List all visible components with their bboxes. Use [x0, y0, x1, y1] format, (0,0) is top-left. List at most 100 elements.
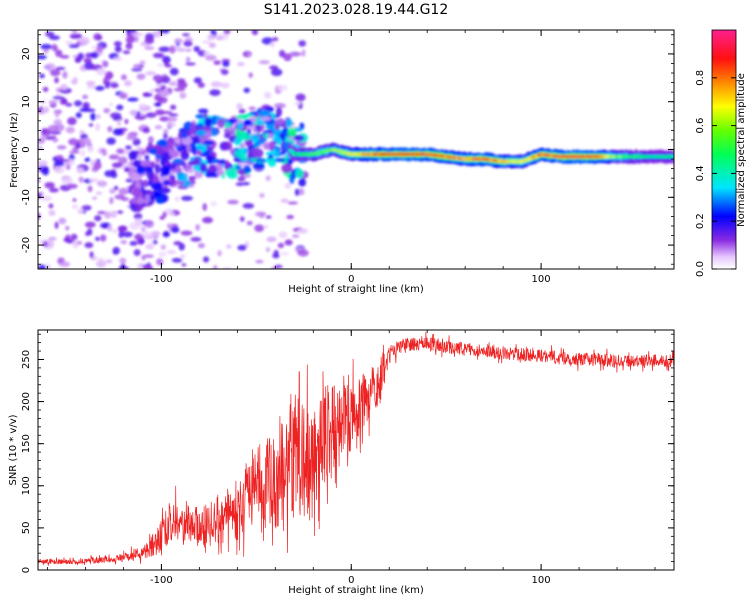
spectrogram-noise-blob — [142, 265, 154, 269]
colorbar-tick-label: 0.4 — [695, 165, 706, 181]
spectrogram-noise-blob — [125, 42, 133, 50]
spectrogram-noise-blob — [251, 30, 259, 36]
spectrogram-noise-blob — [284, 182, 291, 189]
spectrogram-turbulent-blob — [235, 164, 242, 171]
spectrogram-noise-blob — [147, 136, 154, 144]
spectrogram-noise-blob — [48, 236, 57, 241]
spectrogram-turbulent-blob — [169, 150, 181, 158]
spectrogram-noise-blob — [52, 96, 65, 100]
spectrogram-turbulent-blob — [215, 169, 225, 176]
spectrogram-noise-blob — [41, 128, 52, 136]
spectrogram-noise-blob — [154, 125, 163, 130]
colorbar — [711, 29, 737, 270]
spectrogram-noise-blob — [209, 89, 221, 96]
spectrogram-noise-blob — [212, 265, 218, 269]
spectrogram-noise-blob — [141, 226, 146, 233]
spectrogram-turbulent-blob — [195, 129, 207, 136]
spectrogram-noise-blob — [70, 233, 78, 241]
spectrogram-noise-blob — [248, 106, 256, 111]
spectrogram-noise-blob — [129, 240, 138, 246]
spectrogram-turbulent-blob — [204, 172, 215, 178]
spectrogram-noise-blob — [226, 244, 232, 249]
spectrogram-noise-blob — [170, 104, 177, 110]
snr-series-line — [38, 331, 674, 566]
figure-title: S141.2023.028.19.44.G12 — [264, 2, 449, 18]
spectrogram-noise-blob — [111, 162, 123, 168]
spectrogram-noise-blob — [152, 74, 163, 82]
spectrogram-noise-blob — [118, 187, 129, 196]
spectrogram-noise-blob — [69, 150, 80, 154]
spectrogram-noise-blob — [217, 33, 229, 41]
spectrogram-noise-blob — [48, 203, 54, 209]
spectrogram-noise-blob — [208, 42, 216, 48]
spectrogram-noise-blob — [90, 51, 99, 59]
spectrogram-turbulent-blob — [239, 132, 251, 141]
spectrogram-turbulent-blob — [236, 114, 248, 120]
spectrogram-y-tick-label: 20 — [21, 48, 32, 61]
spectrogram-noise-blob — [243, 87, 250, 93]
spectrogram-turbulent-blob — [271, 133, 280, 142]
spectrogram-noise-blob — [210, 30, 217, 34]
spectrogram-noise-blob — [108, 102, 114, 106]
spectrogram-noise-blob — [82, 94, 89, 100]
spectrogram-noise-blob — [38, 264, 48, 269]
spectrogram-noise-blob — [39, 73, 45, 79]
spectrogram-noise-blob — [48, 100, 58, 104]
spectrogram-noise-blob — [126, 30, 131, 35]
spectrogram-noise-blob — [84, 61, 94, 70]
spectrogram-noise-blob — [52, 137, 59, 143]
spectrogram-noise-blob — [202, 256, 210, 263]
spectrogram-turbulent-blob — [219, 159, 227, 165]
snr-y-axis-label: SNR (10 * v/v) — [8, 414, 19, 485]
spectrogram-turbulent-blob — [154, 181, 163, 191]
colorbar-tick-label: 0.0 — [695, 261, 706, 277]
spectrogram-noise-blob — [132, 32, 144, 37]
spectrogram-noise-blob — [202, 203, 208, 211]
spectrogram-noise-blob — [237, 244, 247, 251]
spectrogram-noise-blob — [205, 54, 217, 61]
spectrogram-noise-blob — [180, 254, 186, 259]
spectrogram-noise-blob — [96, 180, 108, 187]
spectrogram-noise-blob — [45, 31, 55, 37]
spectrogram-noise-blob — [112, 229, 118, 234]
spectrogram-noise-blob — [171, 257, 183, 263]
spectrogram-noise-blob — [168, 113, 179, 117]
spectrogram-noise-blob — [80, 205, 91, 210]
spectrogram-noise-blob — [149, 88, 155, 93]
spectrogram-noise-blob — [45, 263, 51, 269]
spectrogram-y-axis-label: Frequency (Hz) — [9, 112, 20, 188]
spectrogram-turbulent-blob — [221, 141, 233, 151]
spectrogram-noise-blob — [122, 231, 133, 238]
spectrogram-noise-blob — [265, 215, 272, 219]
spectrogram-noise-blob — [113, 41, 122, 47]
spectrogram-noise-blob — [94, 215, 102, 222]
spectrogram-noise-blob — [197, 82, 205, 88]
spectrogram-noise-blob — [93, 33, 102, 41]
spectrogram-noise-blob — [63, 237, 70, 243]
spectrogram-noise-blob — [126, 97, 139, 102]
spectrogram-noise-blob — [265, 175, 271, 182]
spectrogram-noise-blob — [202, 40, 212, 44]
spectrogram-noise-blob — [109, 112, 122, 119]
snr-x-tick-label: 100 — [532, 575, 551, 586]
spectrogram-noise-blob — [62, 71, 68, 79]
spectrogram-noise-blob — [223, 30, 231, 35]
spectrogram-noise-blob — [301, 49, 306, 57]
spectrogram-turbulent-blob — [239, 155, 249, 161]
spectrogram-noise-blob — [157, 96, 168, 104]
spectrogram-noise-blob — [160, 85, 166, 91]
spectrogram-noise-blob — [265, 247, 271, 253]
spectrogram-noise-blob — [54, 165, 65, 174]
spectrogram-noise-blob — [89, 178, 100, 183]
spectrogram-noise-blob — [254, 224, 265, 232]
spectrogram-noise-blob — [287, 201, 299, 205]
spectrogram-noise-blob — [125, 36, 135, 44]
spectrogram-noise-blob — [116, 119, 122, 127]
spectrogram-noise-blob — [106, 137, 116, 145]
spectrogram-noise-blob — [114, 45, 122, 53]
spectrogram-noise-blob — [67, 117, 77, 126]
colorbar-axes: 0.0 0.2 0.4 0.6 0.8 — [695, 70, 736, 277]
spectrogram-noise-blob — [259, 212, 265, 219]
spectrogram-noise-blob — [263, 224, 269, 229]
